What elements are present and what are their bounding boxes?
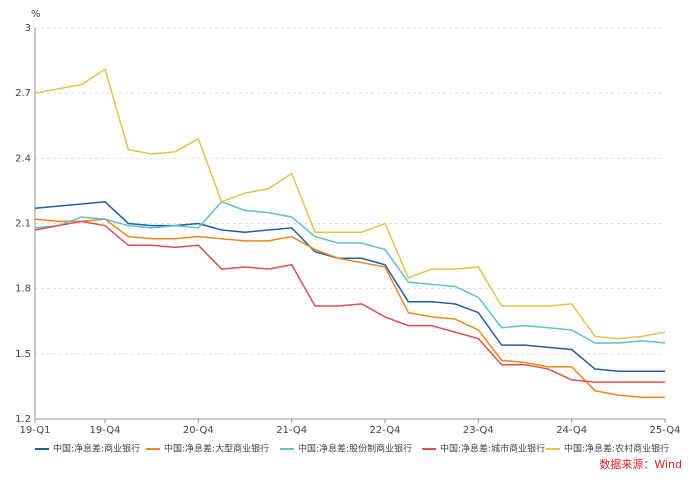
- x-tick-label: 19-Q1: [20, 425, 51, 436]
- legend-label: 中国:净息差:农村商业银行: [564, 443, 669, 455]
- y-tick-label: 2.7: [15, 88, 31, 99]
- source-note: 数据来源：Wind: [599, 457, 682, 471]
- legend-label: 中国:净息差:城市商业银行: [440, 443, 545, 455]
- legend-label: 中国:净息差:大型商业银行: [164, 443, 269, 455]
- x-tick-label: 19-Q4: [90, 425, 121, 436]
- y-tick-label: 2.4: [15, 153, 31, 164]
- x-tick-label: 20-Q4: [183, 425, 214, 436]
- x-tick-label: 21-Q4: [276, 425, 307, 436]
- x-tick-label: 25-Q4: [650, 425, 681, 436]
- legend-label: 中国:净息差:股份制商业银行: [298, 443, 412, 455]
- x-tick-label: 23-Q4: [463, 425, 494, 436]
- y-unit: %: [31, 9, 41, 20]
- series-line: [34, 220, 665, 383]
- series-line: [34, 201, 665, 372]
- x-tick-label: 22-Q4: [370, 425, 401, 436]
- y-tick-label: 2.1: [15, 219, 31, 230]
- series-line: [34, 200, 666, 344]
- y-tick-label: 1.5: [15, 349, 31, 360]
- y-tick-label: 1.2: [15, 414, 31, 425]
- y-tick-label: 3: [25, 23, 31, 34]
- legend-label: 中国:净息差:商业银行: [53, 443, 140, 455]
- y-tick-label: 1.8: [15, 284, 31, 295]
- series-line: [34, 218, 665, 399]
- series-line: [34, 68, 666, 340]
- x-tick-label: 24-Q4: [556, 425, 587, 436]
